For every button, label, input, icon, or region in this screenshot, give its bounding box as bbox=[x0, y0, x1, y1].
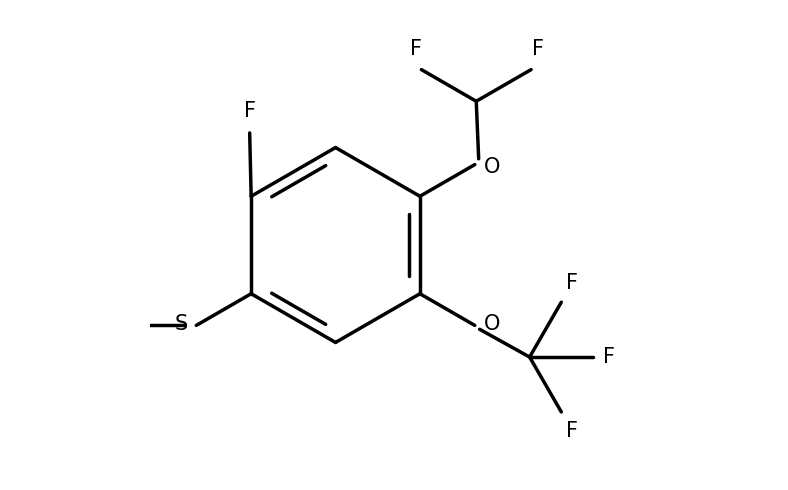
Text: O: O bbox=[484, 315, 500, 334]
Text: F: F bbox=[603, 347, 615, 367]
Text: F: F bbox=[410, 39, 422, 59]
Text: F: F bbox=[566, 421, 578, 441]
Text: F: F bbox=[566, 273, 578, 294]
Text: F: F bbox=[243, 101, 255, 121]
Text: S: S bbox=[174, 314, 188, 334]
Text: O: O bbox=[484, 157, 500, 177]
Text: F: F bbox=[533, 39, 545, 59]
